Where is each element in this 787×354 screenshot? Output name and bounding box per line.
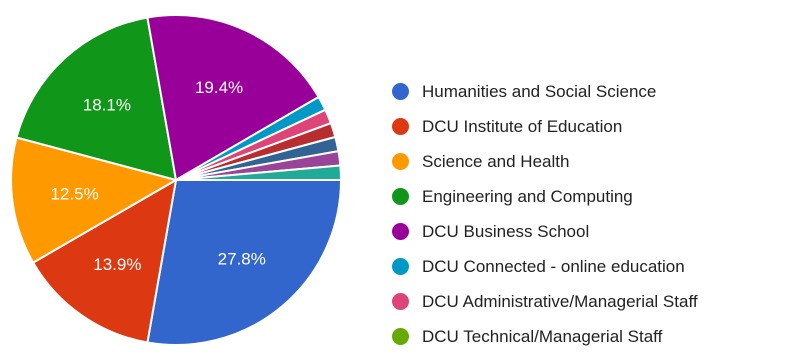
chart-legend: Humanities and Social Science DCU Institu… bbox=[392, 74, 698, 354]
pie-slice-3 bbox=[15, 16, 178, 182]
legend-label: DCU Business School bbox=[422, 221, 590, 241]
pie-slice-label-1: 13.9% bbox=[93, 255, 141, 274]
legend-swatch-icon bbox=[392, 188, 409, 205]
legend-item: DCU Technical/Managerial Staff bbox=[392, 319, 698, 354]
legend-item: DCU Connected - online education bbox=[392, 249, 698, 284]
legend-swatch-icon bbox=[392, 223, 409, 240]
legend-swatch-icon bbox=[392, 328, 409, 345]
pie-slice-1 bbox=[31, 178, 178, 344]
pie-slice-label-3: 18.1% bbox=[83, 96, 131, 115]
legend-label: Science and Health bbox=[422, 151, 570, 171]
pie-slice-4 bbox=[146, 14, 320, 182]
legend-item: Engineering and Computing bbox=[392, 179, 698, 214]
pie-chart: 27.8% 13.9% 12.5% 18.1% 19.4% Humanities and… bbox=[10, 14, 698, 346]
legend-label: DCU Technical/Managerial Staff bbox=[422, 326, 663, 346]
legend-label: DCU Institute of Education bbox=[422, 116, 623, 136]
legend-item: Humanities and Social Science bbox=[392, 74, 698, 109]
legend-swatch-icon bbox=[392, 293, 409, 310]
legend-swatch-icon bbox=[392, 153, 409, 170]
legend-swatch-icon bbox=[392, 118, 409, 135]
legend-item: DCU Business School bbox=[392, 214, 698, 249]
pie-slice-0 bbox=[146, 179, 343, 346]
pie-slice-2 bbox=[10, 136, 179, 264]
legend-label: Engineering and Computing bbox=[422, 186, 633, 206]
pie-chart-svg: 27.8% 13.9% 12.5% 18.1% 19.4% bbox=[10, 14, 343, 346]
legend-item: DCU Administrative/Managerial Staff bbox=[392, 284, 698, 319]
pie-slice-label-0: 27.8% bbox=[218, 249, 266, 268]
pie-slice-11 bbox=[175, 164, 343, 181]
legend-item: Science and Health bbox=[392, 144, 698, 179]
legend-label: DCU Connected - online education bbox=[422, 256, 685, 276]
pie-slice-label-2: 12.5% bbox=[50, 184, 98, 203]
legend-swatch-icon bbox=[392, 258, 409, 275]
legend-label: Humanities and Social Science bbox=[422, 81, 657, 101]
legend-label: DCU Administrative/Managerial Staff bbox=[422, 291, 698, 311]
legend-swatch-icon bbox=[392, 83, 409, 100]
legend-item: DCU Institute of Education bbox=[392, 109, 698, 144]
pie-slice-label-4: 19.4% bbox=[195, 78, 243, 97]
